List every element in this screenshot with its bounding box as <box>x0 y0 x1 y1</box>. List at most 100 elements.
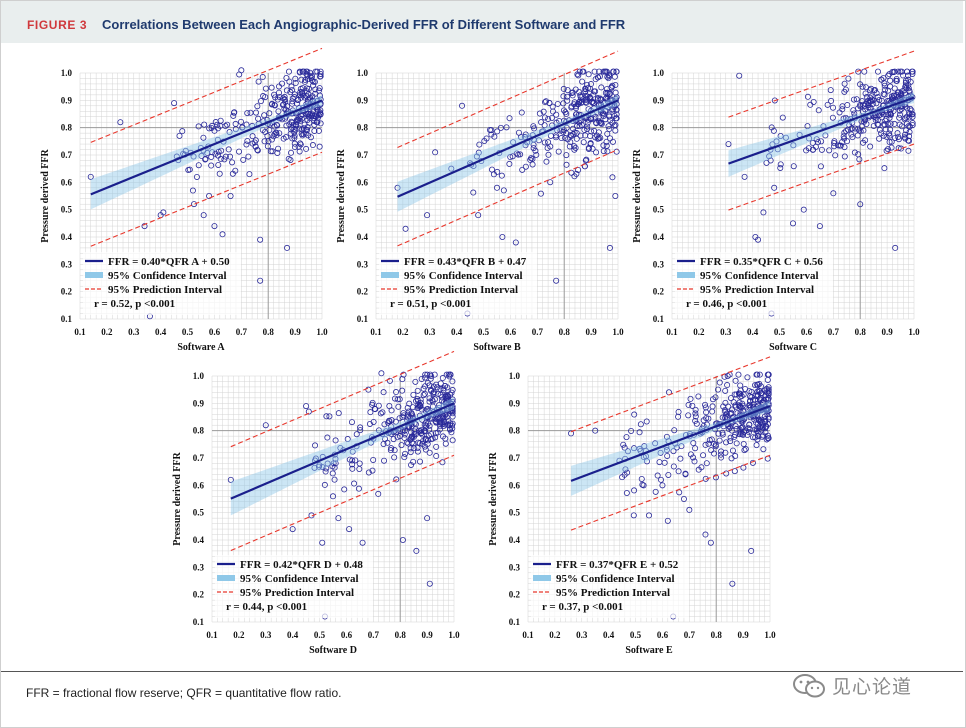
data-point <box>289 135 296 142</box>
data-point <box>442 435 449 442</box>
watermark: 见心论道 <box>792 672 912 699</box>
data-point <box>874 93 881 100</box>
data-point <box>252 137 259 144</box>
data-point <box>370 418 377 425</box>
data-point <box>597 119 604 126</box>
data-point <box>428 373 435 380</box>
data-point <box>324 434 331 441</box>
data-point <box>724 382 731 389</box>
data-point <box>888 93 895 100</box>
data-point <box>729 447 736 454</box>
data-point <box>658 476 665 483</box>
data-point <box>777 161 784 168</box>
data-point <box>883 147 890 154</box>
chart-panel-e: 0.1 0.2 0.3 0.4 0.5 0.6 0.7 0.8 0.9 1.0 0.1 0.2 0.3 0… <box>488 356 776 656</box>
data-point <box>692 445 699 452</box>
legend-bg <box>379 252 537 315</box>
data-point <box>528 155 535 162</box>
data-point <box>861 68 868 75</box>
data-point <box>603 138 610 145</box>
data-point <box>609 138 616 145</box>
prediction-upper-line <box>90 47 323 143</box>
data-point <box>488 127 495 134</box>
data-point <box>393 389 400 396</box>
data-point <box>836 109 843 116</box>
data-point <box>630 445 637 452</box>
data-point <box>271 102 278 109</box>
x-tick-label: 0.6 <box>505 327 517 337</box>
data-point <box>719 414 726 421</box>
data-point <box>433 381 440 388</box>
data-point <box>741 173 748 180</box>
data-point <box>893 75 900 82</box>
data-point <box>211 223 218 230</box>
data-point <box>537 190 544 197</box>
data-point <box>414 405 421 412</box>
data-point <box>431 371 438 378</box>
x-tick-label: 0.1 <box>74 327 86 337</box>
data-point <box>408 423 415 430</box>
data-point <box>874 121 881 128</box>
data-point <box>744 374 751 381</box>
data-point <box>356 465 363 472</box>
data-point <box>675 408 682 415</box>
data-point <box>862 106 869 113</box>
data-point <box>606 125 613 132</box>
data-point <box>845 75 852 82</box>
data-point <box>598 84 605 91</box>
data-point <box>762 416 769 423</box>
data-point <box>587 133 594 140</box>
data-point <box>748 547 755 554</box>
data-point <box>568 104 575 111</box>
data-point <box>283 134 290 141</box>
x-tick-label: 0.2 <box>397 327 409 337</box>
data-point <box>470 189 477 196</box>
data-point <box>601 68 608 75</box>
data-point <box>732 431 739 438</box>
data-point <box>493 184 500 191</box>
data-point <box>737 382 744 389</box>
data-point <box>703 460 710 467</box>
data-point <box>402 450 409 457</box>
data-point <box>563 152 570 159</box>
data-point <box>841 129 848 136</box>
data-point <box>839 103 846 110</box>
data-point <box>236 71 243 78</box>
data-point <box>708 447 715 454</box>
data-point <box>870 97 877 104</box>
data-point <box>841 88 848 95</box>
data-point <box>200 212 207 219</box>
data-point <box>500 187 507 194</box>
data-point <box>856 156 863 163</box>
data-point <box>439 411 446 418</box>
data-point <box>310 107 317 114</box>
legend-bg <box>531 555 689 618</box>
data-point <box>522 142 529 149</box>
data-point <box>418 375 425 382</box>
x-tick-label: 0.2 <box>549 630 561 640</box>
data-point <box>722 408 729 415</box>
data-point <box>262 422 269 429</box>
x-tick-label: 0.7 <box>684 630 696 640</box>
data-point <box>217 155 224 162</box>
data-point <box>556 117 563 124</box>
data-point <box>712 474 719 481</box>
data-point <box>257 277 264 284</box>
data-point <box>448 389 455 396</box>
chart-panel-a: 0.1 0.2 0.3 0.4 0.5 0.6 0.7 0.8 0.9 1.0 0.1 0.2 0.3 0… <box>40 47 328 353</box>
data-point <box>222 153 229 160</box>
data-point <box>447 426 454 433</box>
data-point <box>518 109 525 116</box>
data-point <box>314 104 321 111</box>
data-point <box>193 173 200 180</box>
x-tick-label: 0.8 <box>395 630 407 640</box>
data-point <box>296 68 303 75</box>
data-point <box>818 146 825 153</box>
data-point <box>727 410 734 417</box>
data-point <box>357 424 364 431</box>
data-point <box>408 410 415 417</box>
data-point <box>753 371 760 378</box>
data-point <box>887 77 894 84</box>
data-point <box>541 139 548 146</box>
data-point <box>790 163 797 170</box>
